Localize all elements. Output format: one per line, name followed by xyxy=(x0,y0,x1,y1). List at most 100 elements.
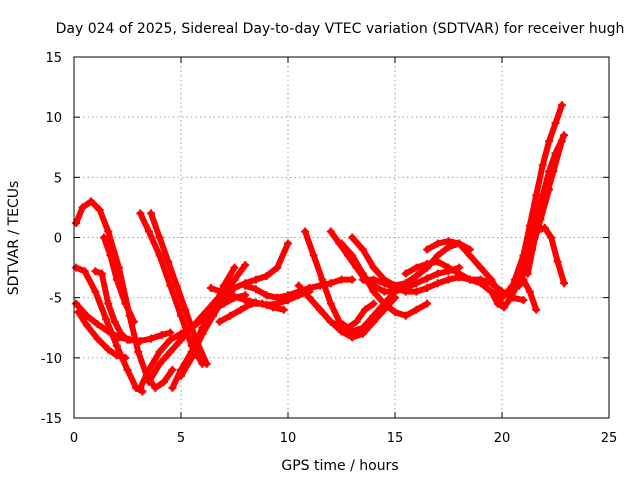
data-point-marker xyxy=(423,274,432,283)
data-point-marker xyxy=(147,209,156,218)
data-point-marker xyxy=(279,305,288,314)
data-point-marker xyxy=(230,263,239,272)
data-point-marker xyxy=(273,263,282,272)
data-point-marker xyxy=(305,284,314,293)
data-point-marker xyxy=(540,223,549,232)
data-point-marker xyxy=(423,284,432,293)
data-point-marker xyxy=(87,197,96,206)
axis-ticks: 0 5 10 15 20 25 -15 -10 -5 0 5 10 15 xyxy=(41,51,618,446)
data-point-marker xyxy=(538,161,547,170)
data-point-marker xyxy=(487,275,496,284)
data-point-marker xyxy=(123,335,132,344)
data-point-marker xyxy=(337,275,346,284)
data-point-marker xyxy=(326,227,335,236)
data-point-marker xyxy=(230,284,239,293)
x-axis-label: GPS time / hours xyxy=(281,458,398,474)
data-point-marker xyxy=(72,263,81,272)
data-point-marker xyxy=(519,263,528,272)
data-point-marker xyxy=(294,281,303,290)
data-point-marker xyxy=(487,287,496,296)
data-point-marker xyxy=(401,287,410,296)
data-point-marker xyxy=(380,287,389,296)
data-point-marker xyxy=(198,323,207,332)
y-tick-label: -15 xyxy=(41,412,62,427)
data-point-marker xyxy=(316,305,325,314)
y-tick-label: 0 xyxy=(54,232,62,247)
data-point-marker xyxy=(112,351,121,360)
data-point-marker xyxy=(476,263,485,272)
data-point-marker xyxy=(326,279,335,288)
data-point-marker xyxy=(527,245,536,254)
series-track-13 xyxy=(188,240,291,355)
data-point-marker xyxy=(157,330,166,339)
data-point-marker xyxy=(532,305,541,314)
data-point-marker xyxy=(337,323,346,332)
data-point-marker xyxy=(226,311,235,320)
data-point-marker xyxy=(284,291,292,300)
data-point-marker xyxy=(553,257,562,266)
data-point-marker xyxy=(547,233,556,242)
data-point-marker xyxy=(361,305,370,314)
data-point-marker xyxy=(423,245,432,254)
data-point-marker xyxy=(525,287,534,296)
data-point-marker xyxy=(269,303,278,312)
data-point-marker xyxy=(99,233,108,242)
x-tick-label: 20 xyxy=(494,431,511,446)
data-point-marker xyxy=(337,239,346,248)
data-point-marker xyxy=(508,287,517,296)
data-point-marker xyxy=(536,215,545,224)
data-point-marker xyxy=(262,291,271,300)
data-point-marker xyxy=(380,279,389,288)
y-tick-label: 15 xyxy=(45,51,62,66)
data-point-marker xyxy=(348,251,357,260)
data-point-marker xyxy=(433,269,442,278)
data-point-marker xyxy=(273,293,282,302)
data-point-marker xyxy=(110,317,119,326)
data-point-marker xyxy=(123,365,132,374)
data-point-marker xyxy=(230,292,239,301)
data-point-marker xyxy=(74,308,83,317)
data-point-marker xyxy=(112,275,121,284)
data-point-marker xyxy=(164,257,173,266)
y-tick-label: 10 xyxy=(45,111,62,126)
data-point-marker xyxy=(166,328,175,337)
data-point-marker xyxy=(444,263,453,272)
data-point-marker xyxy=(121,299,130,308)
data-point-marker xyxy=(155,251,164,260)
data-point-marker xyxy=(391,284,399,293)
data-point-marker xyxy=(187,347,196,356)
series-track-27 xyxy=(499,102,565,301)
data-point-marker xyxy=(95,205,104,214)
data-point-marker xyxy=(72,299,81,308)
data-point-marker xyxy=(391,308,399,317)
data-point-marker xyxy=(78,203,87,212)
data-point-marker xyxy=(545,137,554,146)
data-point-marker xyxy=(305,293,314,302)
data-point-marker xyxy=(476,275,485,284)
data-point-marker xyxy=(159,377,168,386)
data-point-marker xyxy=(369,263,378,272)
data-point-marker xyxy=(104,345,113,354)
data-point-marker xyxy=(219,288,228,297)
data-point-marker xyxy=(134,347,143,356)
data-point-marker xyxy=(412,263,421,272)
data-point-marker xyxy=(515,281,524,290)
data-point-marker xyxy=(168,365,177,374)
data-point-marker xyxy=(117,329,126,338)
data-point-marker xyxy=(168,383,177,392)
data-point-marker xyxy=(493,299,502,308)
data-point-marker xyxy=(106,251,115,260)
data-point-marker xyxy=(230,275,239,284)
data-point-marker xyxy=(412,305,421,314)
data-point-marker xyxy=(369,311,378,320)
data-point-marker xyxy=(102,315,111,324)
data-point-marker xyxy=(93,334,102,343)
data-point-marker xyxy=(358,245,367,254)
data-point-marker xyxy=(144,227,153,236)
data-point-marker xyxy=(423,259,432,268)
data-point-marker xyxy=(551,119,560,128)
data-point-marker xyxy=(433,279,442,288)
data-point-marker xyxy=(136,336,145,345)
data-point-marker xyxy=(151,383,160,392)
data-point-marker xyxy=(352,317,361,326)
